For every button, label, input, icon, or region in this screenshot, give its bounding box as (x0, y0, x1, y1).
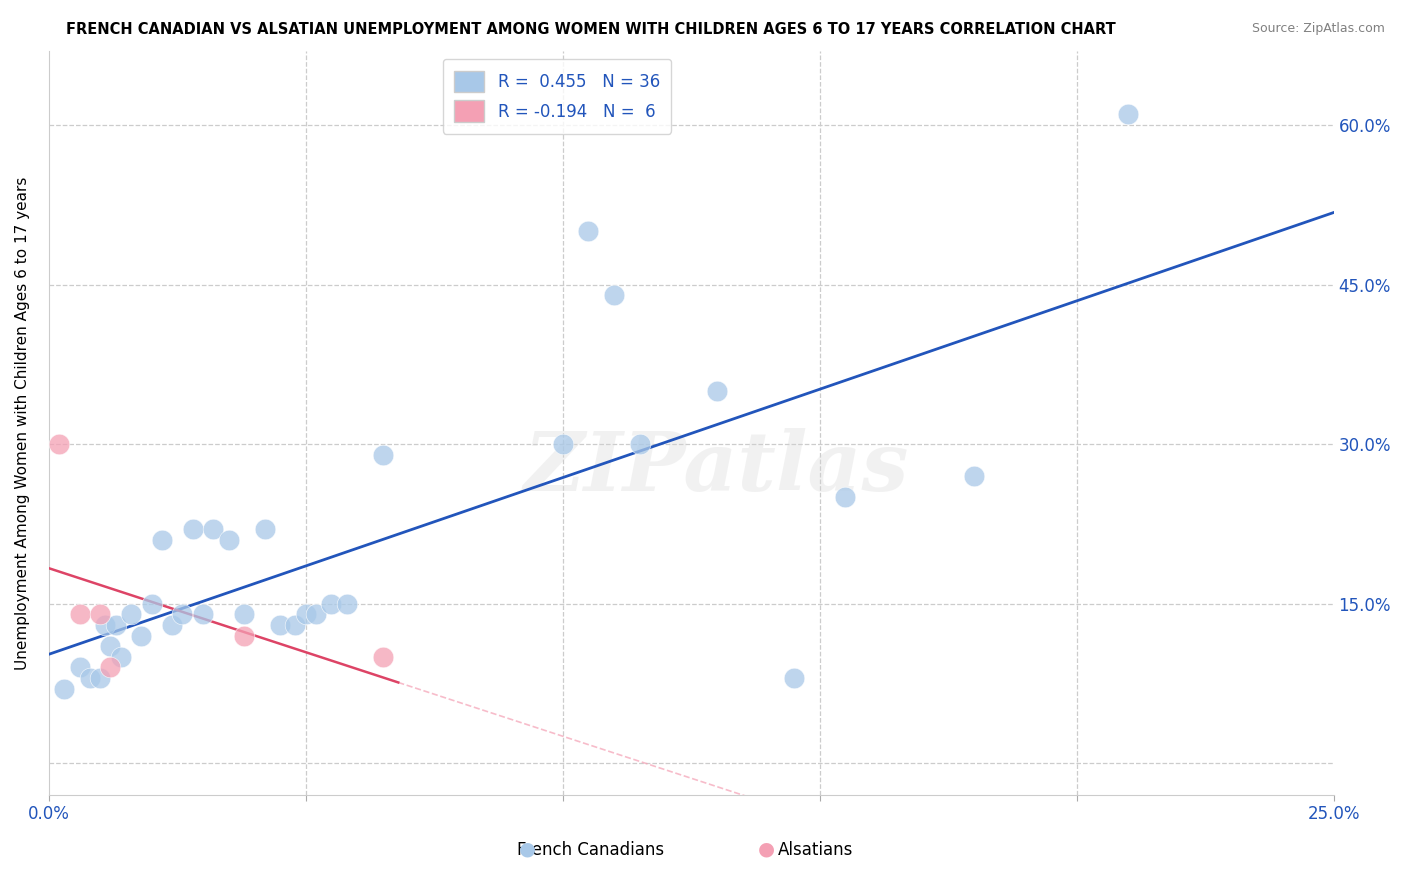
Y-axis label: Unemployment Among Women with Children Ages 6 to 17 years: Unemployment Among Women with Children A… (15, 177, 30, 670)
Point (160, 618, 183, 632)
Point (89, 671, 111, 685)
Text: French Canadians: French Canadians (517, 840, 664, 858)
Point (1116, 107, 1139, 121)
Point (181, 522, 204, 536)
Point (104, 618, 127, 632)
Point (69, 607, 91, 622)
Point (233, 607, 256, 622)
Point (253, 522, 276, 536)
Point (371, 448, 394, 462)
Point (218, 533, 240, 547)
Point (233, 629, 256, 643)
Point (69, 660, 91, 674)
Point (191, 607, 214, 622)
Point (294, 607, 316, 622)
Point (110, 649, 132, 664)
Point (141, 597, 163, 611)
Point (269, 618, 291, 632)
Point (603, 288, 626, 302)
Legend: R =  0.455   N = 36, R = -0.194   N =  6: R = 0.455 N = 36, R = -0.194 N = 6 (443, 59, 672, 134)
Point (783, 671, 806, 685)
Point (371, 649, 394, 664)
Point (100, 660, 122, 674)
Point (48, 437, 70, 451)
Point (94, 618, 117, 632)
Point (150, 533, 173, 547)
Point (963, 469, 986, 483)
Point (53, 681, 76, 696)
Point (79, 671, 101, 685)
Point (129, 629, 152, 643)
Point (321, 597, 343, 611)
Point (706, 384, 728, 398)
Point (305, 607, 328, 622)
Point (834, 491, 856, 505)
Text: Alsatians: Alsatians (778, 840, 853, 858)
Point (336, 597, 359, 611)
Text: ZIPatlas: ZIPatlas (524, 427, 910, 508)
Point (628, 437, 651, 451)
Point (172, 607, 194, 622)
Point (89, 607, 111, 622)
Point (202, 522, 225, 536)
Text: ●: ● (519, 839, 536, 858)
Point (284, 618, 307, 632)
Point (551, 437, 574, 451)
Point (576, 224, 599, 238)
Text: Source: ZipAtlas.com: Source: ZipAtlas.com (1251, 22, 1385, 36)
Point (120, 607, 142, 622)
Text: ●: ● (758, 839, 775, 858)
Text: FRENCH CANADIAN VS ALSATIAN UNEMPLOYMENT AMONG WOMEN WITH CHILDREN AGES 6 TO 17 : FRENCH CANADIAN VS ALSATIAN UNEMPLOYMENT… (66, 22, 1115, 37)
Point (100, 639, 122, 653)
